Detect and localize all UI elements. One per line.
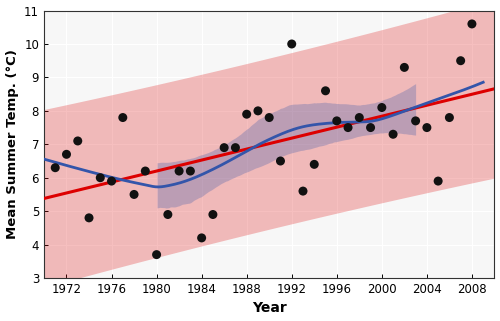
Point	[242, 112, 250, 117]
Point	[366, 125, 374, 130]
Point	[74, 138, 82, 143]
Point	[186, 169, 194, 174]
Point	[142, 169, 150, 174]
Point	[288, 41, 296, 47]
Point	[232, 145, 239, 150]
Point	[456, 58, 464, 63]
Point	[310, 162, 318, 167]
Point	[164, 212, 172, 217]
Point	[299, 188, 307, 194]
X-axis label: Year: Year	[252, 301, 286, 316]
Y-axis label: Mean Summer Temp. (°C): Mean Summer Temp. (°C)	[6, 49, 18, 239]
Point	[220, 145, 228, 150]
Point	[198, 235, 205, 240]
Point	[344, 125, 352, 130]
Point	[130, 192, 138, 197]
Point	[51, 165, 59, 170]
Point	[322, 88, 330, 93]
Point	[119, 115, 127, 120]
Point	[152, 252, 160, 257]
Point	[378, 105, 386, 110]
Point	[254, 108, 262, 113]
Point	[175, 169, 183, 174]
Point	[265, 115, 273, 120]
Point	[468, 22, 476, 27]
Point	[446, 115, 454, 120]
Point	[333, 118, 341, 124]
Point	[276, 159, 284, 164]
Point	[356, 115, 364, 120]
Point	[209, 212, 217, 217]
Point	[62, 152, 70, 157]
Point	[423, 125, 431, 130]
Point	[412, 118, 420, 124]
Point	[85, 215, 93, 221]
Point	[389, 132, 397, 137]
Point	[400, 65, 408, 70]
Point	[434, 178, 442, 184]
Point	[96, 175, 104, 180]
Point	[108, 178, 116, 184]
